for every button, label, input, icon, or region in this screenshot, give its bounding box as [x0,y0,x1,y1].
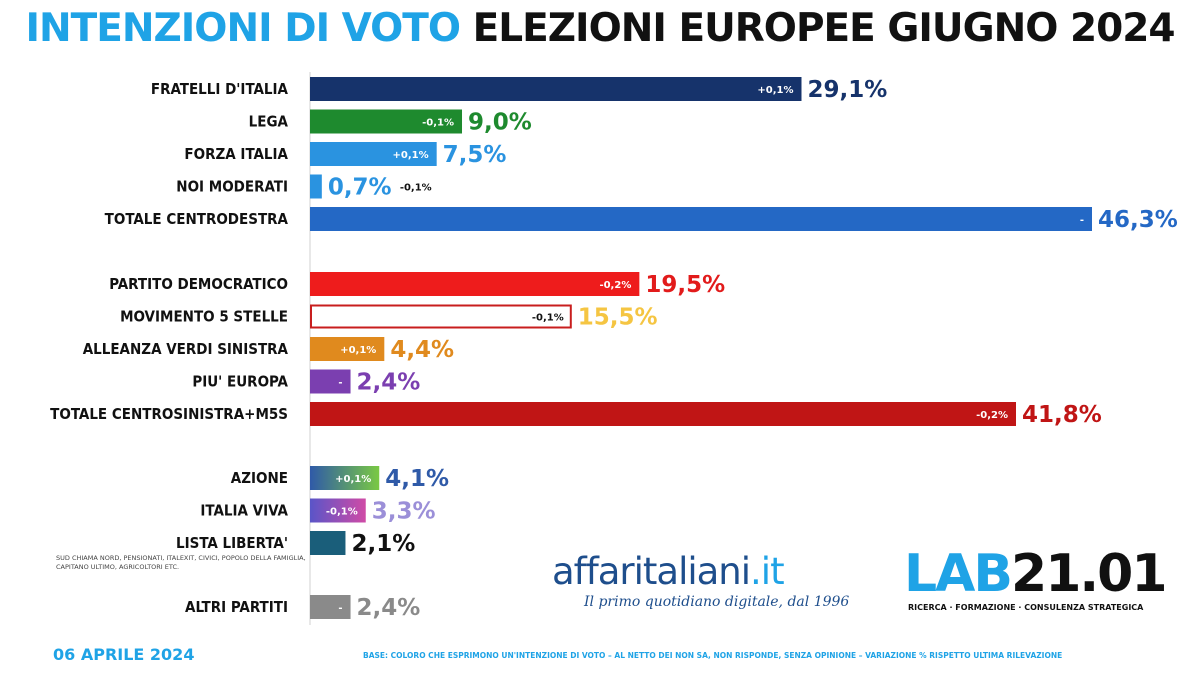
category-label: PARTITO DEMOCRATICO [109,275,288,293]
value-label: 4,4% [390,337,454,363]
value-label: 0,7% [328,175,392,201]
bar [310,498,366,523]
bar [310,109,463,134]
category-label: LISTA LIBERTA' [176,534,288,552]
value-label: 3,3% [372,499,436,525]
affaritaliani-domain: .it [750,550,785,593]
variation-label: +0,1% [340,345,376,356]
affaritaliani-name: affaritaliani [552,550,751,593]
category-label: AZIONE [231,469,288,487]
bar [310,595,351,619]
lab2101-wordmark: LAB21.01 [904,544,1168,604]
variation-label: -0,1% [400,183,432,194]
lab2101-logo: LAB21.01 RICERCA · FORMAZIONE · CONSULEN… [904,544,1168,612]
chart-title: INTENZIONI DI VOTO ELEZIONI EUROPEE GIUG… [0,6,1200,51]
category-label: FRATELLI D'ITALIA [151,80,289,98]
bar [310,174,322,199]
affaritaliani-wordmark: affaritaliani.it [552,550,872,594]
lab-text: LAB [904,544,1013,604]
bar [310,337,385,361]
variation-label: +0,1% [335,474,371,485]
value-label: 2,4% [357,370,421,396]
value-label: 4,1% [385,466,449,492]
value-label: 2,4% [357,595,421,621]
bar [310,402,1016,426]
bar [310,77,802,101]
category-label: TOTALE CENTROSINISTRA+M5S [50,405,288,423]
lista-liberta-note: SUD CHIAMA NORD, PENSIONATI, ITALEXIT, C… [56,554,306,571]
category-label: FORZA ITALIA [184,145,288,163]
affaritaliani-tagline: Il primo quotidiano digitale, dal 1996 [584,594,850,610]
bar [310,272,640,296]
lab2101-subtitle: RICERCA · FORMAZIONE · CONSULENZA STRATE… [908,603,1144,612]
bar [310,207,1092,231]
lab-number: 21.01 [1011,544,1167,604]
variation-label: -0,2% [976,410,1008,421]
category-label: PIU' EUROPA [192,373,288,391]
category-label: TOTALE CENTRODESTRA [105,210,289,228]
value-label: 46,3% [1098,207,1178,233]
value-label: 7,5% [443,142,507,168]
base-note: BASE: COLORO CHE ESPRIMONO UN'INTENZIONE… [363,651,1063,660]
value-label: 29,1% [807,77,887,103]
title-part-2: ELEZIONI EUROPEE GIUGNO 2024 [472,6,1176,51]
value-label: 41,8% [1022,402,1102,428]
variation-label: -0,1% [532,313,564,324]
category-label: LEGA [249,113,289,131]
variation-label: +0,1% [393,150,429,161]
category-label: NOI MODERATI [176,178,288,196]
value-label: 2,1% [351,531,415,557]
variation-label: - [338,603,342,614]
category-label: ALLEANZA VERDI SINISTRA [83,340,289,358]
variation-label: +0,1% [757,85,793,96]
value-label: 15,5% [578,305,658,331]
category-label: ITALIA VIVA [200,502,288,520]
bar [310,466,380,490]
category-label: ALTRI PARTITI [185,598,288,616]
variation-label: -0,1% [422,118,454,129]
variation-label: - [1080,215,1084,226]
bar [310,531,346,555]
bar [310,304,572,329]
variation-label: -0,2% [599,280,631,291]
affaritaliani-logo: affaritaliani.it Il primo quotidiano dig… [552,550,872,610]
bar [310,142,437,166]
survey-date: 06 APRILE 2024 [53,645,195,664]
bar [310,369,351,394]
category-label: MOVIMENTO 5 STELLE [120,308,288,326]
title-part-1: INTENZIONI DI VOTO [25,6,461,51]
bar-chart: FRATELLI D'ITALIA +0,1% 29,1% LEGA -0,1% 9,0%… [50,72,1178,625]
variation-label: - [338,378,342,389]
variation-label: -0,1% [326,507,358,518]
value-label: 19,5% [645,272,725,298]
value-label: 9,0% [468,110,532,136]
